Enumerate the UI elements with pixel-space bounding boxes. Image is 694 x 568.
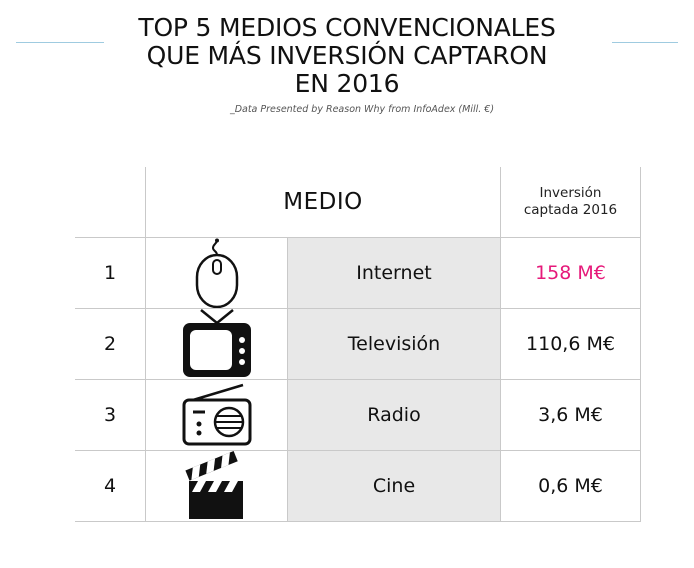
rank-cell: 4: [103, 475, 117, 497]
column-divider: [145, 167, 146, 521]
investment-value: 0,6 M€: [538, 475, 603, 497]
computer-mouse-icon: [146, 238, 287, 308]
investment-value: 158 M€: [535, 262, 606, 284]
investment-value: 3,6 M€: [538, 404, 603, 426]
medium-name: Cine: [372, 475, 416, 497]
clapperboard-icon: [146, 451, 287, 521]
row-divider: [75, 450, 641, 451]
column-divider: [500, 167, 501, 521]
decorative-line-left: [16, 42, 104, 43]
header-inversion: Inversión captada 2016: [501, 167, 640, 237]
header-medio: MEDIO: [283, 189, 363, 215]
title-block: TOP 5 MEDIOS CONVENCIONALES QUE MÁS INVE…: [0, 13, 694, 116]
page-title-line-3: EN 2016: [294, 69, 400, 98]
rank-cell: 3: [103, 404, 117, 426]
row-divider: [75, 237, 641, 238]
radio-icon: [146, 380, 287, 450]
row-divider: [75, 521, 641, 522]
source-subtitle: _Data Presented by Reason Why from InfoA…: [229, 104, 495, 115]
medium-name: Radio: [367, 404, 421, 426]
column-divider: [640, 167, 641, 521]
page-title-line-2: QUE MÁS INVERSIÓN CAPTARON: [146, 41, 548, 70]
decorative-line-right: [612, 42, 678, 43]
rank-cell: 2: [103, 333, 117, 355]
television-icon: [146, 309, 287, 379]
investment-value: 110,6 M€: [526, 333, 615, 355]
medium-name: Internet: [356, 262, 432, 284]
medium-name: Televisión: [347, 333, 441, 355]
row-divider: [75, 379, 641, 380]
header-inversion-line-2: captada 2016: [523, 202, 618, 218]
rank-cell: 1: [103, 262, 117, 284]
page-title-line-1: TOP 5 MEDIOS CONVENCIONALES: [138, 13, 556, 42]
column-divider: [287, 238, 288, 521]
row-divider: [75, 308, 641, 309]
header-inversion-line-1: Inversión: [539, 185, 602, 201]
